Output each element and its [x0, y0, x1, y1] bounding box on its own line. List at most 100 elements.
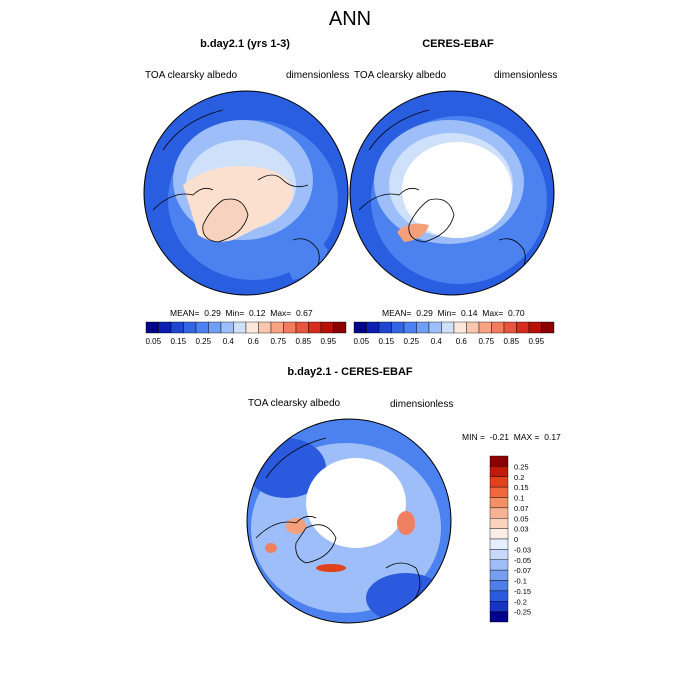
- field-white-missing: [306, 458, 406, 548]
- colorbar-tick-label: 0.15: [378, 337, 394, 346]
- panel-2-mean-label: MEAN=: [382, 308, 412, 318]
- colorbar-tick-label: 0.4: [431, 337, 443, 346]
- map-border: [349, 90, 555, 296]
- colorbar-tick-label: 0.85: [503, 337, 519, 346]
- panel-1-mean-label: MEAN=: [170, 308, 200, 318]
- colorbar-swatch: [428, 321, 442, 334]
- colorbar-swatch: [478, 321, 492, 334]
- colorbar-ceres: 0.05 0.15 0.25 0.4 0.6 0.75 0.85 0.95: [353, 321, 555, 346]
- colorbar-swatch: [208, 321, 222, 334]
- colorbar-tick-label: 0.15: [170, 337, 186, 346]
- field-greenland: [202, 199, 248, 242]
- colorbar-swatch: [489, 528, 509, 540]
- colorbar-tick-label: -0.03: [514, 545, 531, 554]
- map-ceres-albedo: [349, 90, 555, 296]
- colorbar-swatch: [170, 321, 184, 334]
- colorbar-swatch: [220, 321, 234, 334]
- panel-3-max-value: 0.17: [544, 432, 561, 442]
- panel-2-units: dimensionless: [494, 70, 558, 81]
- colorbar-swatch: [366, 321, 380, 334]
- colorbar-swatch: [333, 321, 347, 334]
- colorbar-swatch: [528, 321, 542, 334]
- colorbar-tick-label: 0.25: [195, 337, 211, 346]
- coastline-greenland: [408, 198, 455, 243]
- field-positive-east: [397, 511, 415, 535]
- coastline-america: [152, 187, 214, 211]
- field-positive-west: [286, 518, 306, 534]
- colorbar-swatch: [416, 321, 430, 334]
- colorbar-swatch: [353, 321, 367, 334]
- panel-3-title: b.day2.1 - CERES-EBAF: [287, 366, 413, 378]
- colorbar-swatch: [283, 321, 297, 334]
- colorbar-swatch: [489, 580, 509, 592]
- colorbar-tick-label: 0.4: [223, 337, 235, 346]
- coastline-asia: [368, 109, 430, 151]
- colorbar-swatch: [489, 590, 509, 602]
- coastline-greenland: [295, 524, 337, 564]
- colorbar-swatch: [516, 321, 530, 334]
- map-difference: [246, 418, 452, 624]
- coastline-greenland: [202, 198, 249, 243]
- colorbar-tick-label: 0.85: [295, 337, 311, 346]
- colorbar-tick-label: 0.2: [514, 473, 524, 482]
- colorbar-swatch: [258, 321, 272, 334]
- field-salmon-greenland: [397, 223, 429, 242]
- colorbar-swatch: [541, 321, 555, 334]
- panel-1-mean-value: 0.29: [204, 308, 221, 318]
- colorbar-swatch: [295, 321, 309, 334]
- coastline-asia: [162, 109, 224, 151]
- coastline-europe: [385, 562, 421, 604]
- panel-3-stats: MIN = -0.21 MAX = 0.17: [462, 432, 561, 442]
- colorbar-tick-label: -0.1: [514, 577, 527, 586]
- panel-2-min-label: Min=: [437, 308, 457, 318]
- colorbar-swatch: [378, 321, 392, 334]
- colorbar-swatch: [489, 601, 509, 612]
- field-white-missing: [402, 142, 512, 238]
- colorbar-swatch: [489, 455, 509, 467]
- colorbar-tick-label: 0.1: [514, 494, 524, 503]
- panel-2-max-value: 0.70: [508, 308, 525, 318]
- panel-1-units: dimensionless: [286, 70, 350, 81]
- panel-1-min-value: 0.12: [248, 308, 266, 318]
- panel-2-title: CERES-EBAF: [422, 38, 494, 50]
- colorbar-swatch: [183, 321, 197, 334]
- colorbar-swatch: [233, 321, 247, 334]
- colorbar-swatch: [489, 497, 509, 509]
- map-border: [143, 90, 349, 296]
- colorbar-tick-label: 0.25: [514, 462, 529, 471]
- colorbar-tick-label: -0.15: [514, 587, 531, 596]
- coastline-asia: [265, 437, 327, 479]
- colorbar-tick-label: 0.15: [514, 483, 529, 492]
- panel-1-title: b.day2.1 (yrs 1-3): [200, 38, 290, 50]
- colorbar-swatch: [489, 549, 509, 560]
- panel-3-units: dimensionless: [390, 399, 454, 410]
- colorbar-swatch: [320, 321, 334, 334]
- colorbar-swatch: [489, 559, 509, 571]
- colorbar-swatch: [489, 611, 509, 623]
- colorbar-tick-label: 0.05: [514, 514, 529, 523]
- colorbar-swatch: [491, 321, 505, 334]
- coastline-america: [358, 187, 420, 211]
- colorbar-tick-label: 0.75: [478, 337, 494, 346]
- colorbar-swatch: [489, 518, 509, 529]
- field-europe: [288, 236, 328, 280]
- panel-3-max-label: MAX =: [513, 432, 540, 442]
- panel-3-min-label: MIN =: [462, 432, 485, 442]
- coastline-siberia: [257, 174, 309, 188]
- map-model-albedo: [143, 90, 349, 296]
- panel-1-min-label: Min=: [225, 308, 245, 318]
- field-positive-south: [316, 564, 346, 572]
- panel-2-max-label: Max=: [482, 308, 504, 318]
- colorbar-swatch: [308, 321, 322, 334]
- field-dark-blue-se: [366, 573, 446, 623]
- panel-3-min-value: -0.21: [489, 432, 510, 442]
- colorbar-difference: 0.250.20.150.10.070.050.030-0.03-0.05-0.…: [489, 455, 531, 623]
- colorbar-swatch: [489, 486, 509, 498]
- panel-2-variable: TOA clearsky albedo: [354, 70, 447, 81]
- colorbar-swatch: [489, 476, 509, 488]
- panel-2-stats: MEAN= 0.29 Min= 0.14 Max= 0.70: [382, 308, 525, 318]
- colorbar-swatch: [158, 321, 172, 334]
- colorbar-tick-label: 0.75: [270, 337, 286, 346]
- colorbar-swatch: [453, 321, 467, 334]
- colorbar-swatch: [489, 507, 509, 519]
